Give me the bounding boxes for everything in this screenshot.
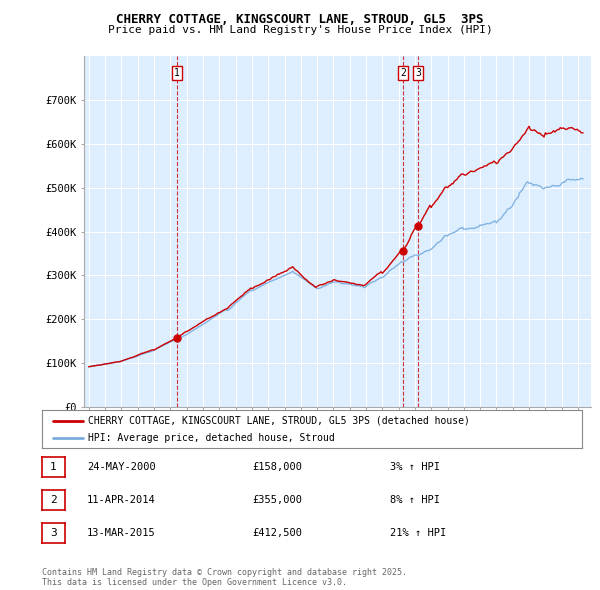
Text: £158,000: £158,000 xyxy=(252,463,302,472)
Text: 21% ↑ HPI: 21% ↑ HPI xyxy=(390,529,446,538)
Text: 24-MAY-2000: 24-MAY-2000 xyxy=(87,463,156,472)
Text: 11-APR-2014: 11-APR-2014 xyxy=(87,496,156,505)
Text: 3% ↑ HPI: 3% ↑ HPI xyxy=(390,463,440,472)
Text: 1: 1 xyxy=(50,463,57,472)
Text: 8% ↑ HPI: 8% ↑ HPI xyxy=(390,496,440,505)
Text: CHERRY COTTAGE, KINGSCOURT LANE, STROUD, GL5 3PS (detached house): CHERRY COTTAGE, KINGSCOURT LANE, STROUD,… xyxy=(88,416,470,426)
Text: HPI: Average price, detached house, Stroud: HPI: Average price, detached house, Stro… xyxy=(88,434,335,444)
Text: £412,500: £412,500 xyxy=(252,529,302,538)
Text: Contains HM Land Registry data © Crown copyright and database right 2025.
This d: Contains HM Land Registry data © Crown c… xyxy=(42,568,407,587)
Text: 2: 2 xyxy=(400,68,406,78)
Text: 13-MAR-2015: 13-MAR-2015 xyxy=(87,529,156,538)
Text: 1: 1 xyxy=(174,68,179,78)
Text: CHERRY COTTAGE, KINGSCOURT LANE, STROUD, GL5  3PS: CHERRY COTTAGE, KINGSCOURT LANE, STROUD,… xyxy=(116,13,484,26)
Text: Price paid vs. HM Land Registry's House Price Index (HPI): Price paid vs. HM Land Registry's House … xyxy=(107,25,493,35)
Text: 2: 2 xyxy=(50,496,57,505)
Text: 3: 3 xyxy=(415,68,421,78)
Text: £355,000: £355,000 xyxy=(252,496,302,505)
Text: 3: 3 xyxy=(50,529,57,538)
